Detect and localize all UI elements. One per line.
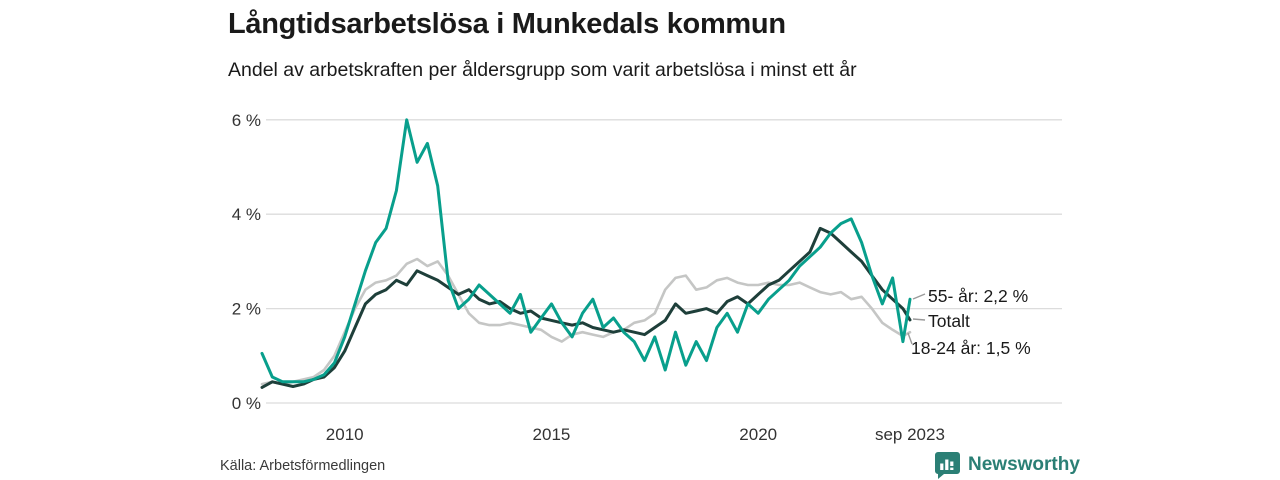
page-title: Långtidsarbetslösa i Munkedals kommun (228, 8, 786, 40)
newsworthy-icon (935, 452, 960, 479)
label-leader-line (912, 293, 926, 300)
series-line-18-24-r (260, 257, 912, 386)
series-end-label-18-24-ar: 18-24 år: 1,5 % (911, 338, 1031, 358)
series-end-label-55-ar: 55- år: 2,2 % (928, 286, 1029, 306)
brand-name: Newsworthy (968, 454, 1080, 475)
y-tick-label: 0 % (232, 394, 261, 413)
x-tick-label: 2015 (533, 425, 571, 444)
series-line-55-r (260, 118, 912, 384)
brand-logo: Newsworthy (934, 451, 1080, 479)
series-line-totalt (260, 226, 912, 389)
series-end-label-totalt: Totalt (928, 311, 970, 331)
x-tick-label: sep 2023 (875, 425, 945, 444)
x-tick-label: 2020 (739, 425, 777, 444)
source-note: Källa: Arbetsförmedlingen (220, 458, 386, 474)
y-tick-label: 2 % (232, 300, 261, 319)
y-tick-label: 4 % (232, 205, 261, 224)
label-leader-line (912, 318, 926, 321)
y-tick-label: 6 % (232, 111, 261, 130)
page-subtitle: Andel av arbetskraften per åldersgrupp s… (228, 59, 857, 81)
x-tick-label: 2010 (326, 425, 364, 444)
label-leader-line (907, 332, 913, 345)
